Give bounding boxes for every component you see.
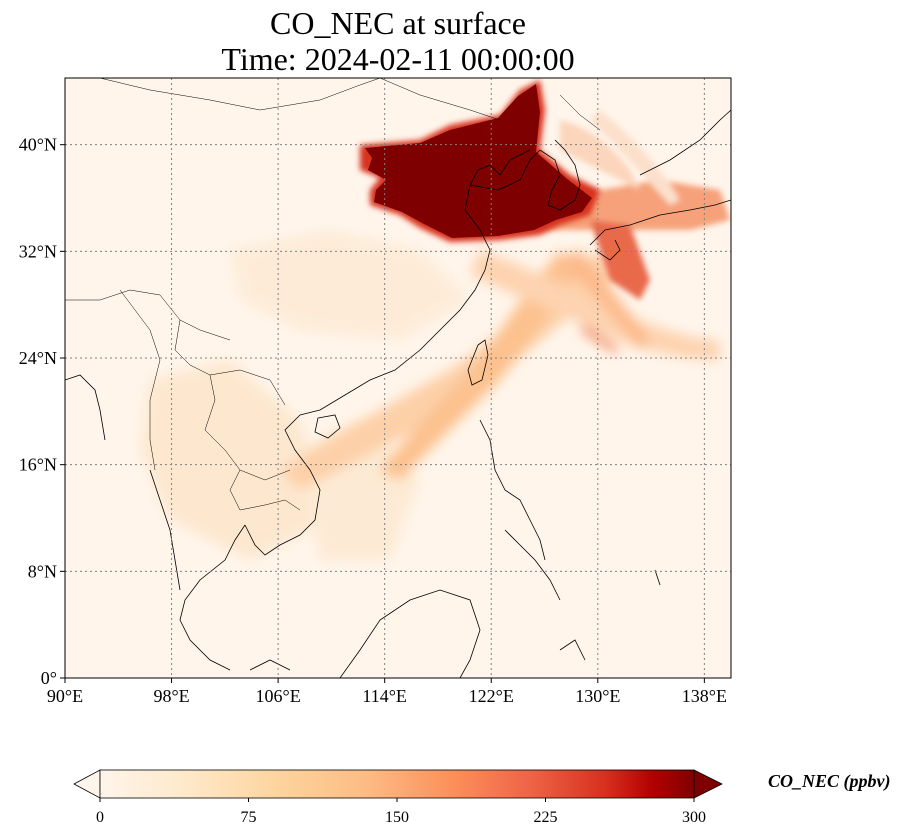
gridlines — [65, 78, 731, 678]
haze-indochina — [140, 360, 330, 560]
colorbar: 0 75 150 225 300 — [73, 769, 723, 826]
plume-spot-east — [580, 325, 620, 355]
lon-tick-label: 138°E — [682, 686, 727, 706]
plume-core-north-china — [365, 84, 592, 238]
lon-tick-label: 114°E — [362, 686, 407, 706]
colorbar-tick-label: 300 — [682, 809, 706, 826]
plume-kyushu — [590, 220, 650, 300]
colorbar-tick-label: 75 — [241, 809, 257, 826]
plume-korea-north — [560, 120, 640, 190]
concentration-field — [65, 78, 731, 678]
lat-tick-label: 8°N — [28, 561, 57, 581]
lat-tick-label: 40°N — [19, 135, 57, 155]
plume-tail-northeast — [590, 110, 680, 205]
lon-tick-label: 90°E — [47, 686, 83, 706]
lat-tick-label: 32°N — [19, 241, 57, 261]
plume-band-taiwan-strait — [380, 250, 580, 480]
plot-title: CO_NEC at surface — [270, 5, 526, 41]
colorbar-extend-low — [73, 769, 101, 799]
longitude-axis: 90°E 98°E 106°E 114°E 122°E 130°E 138°E — [47, 678, 727, 706]
lat-tick-label: 0° — [41, 668, 57, 688]
lon-tick-label: 122°E — [469, 686, 514, 706]
lon-tick-label: 106°E — [256, 686, 301, 706]
plume-band-pacific — [470, 250, 720, 360]
coastlines — [65, 109, 731, 678]
haze-central-china — [230, 230, 470, 340]
colorbar-label: CO_NEC (ppbv) — [768, 771, 891, 791]
lon-tick-label: 98°E — [153, 686, 189, 706]
colorbar-extend-high — [693, 769, 723, 799]
colorbar-gradient — [100, 770, 694, 798]
plume-band-east — [560, 250, 650, 350]
country-borders — [65, 78, 601, 511]
lat-tick-label: 24°N — [19, 348, 57, 368]
lon-tick-label: 130°E — [575, 686, 620, 706]
colorbar-ticks: 0 75 150 225 300 — [96, 798, 706, 826]
colorbar-tick-label: 0 — [96, 809, 104, 826]
map-frame — [64, 77, 732, 679]
latitude-axis: 0° 8°N 16°N 24°N 32°N 40°N — [19, 135, 65, 688]
plot-subtitle-time: Time: 2024-02-11 00:00:00 — [221, 41, 575, 77]
lat-tick-label: 16°N — [19, 455, 57, 475]
colorbar-tick-label: 150 — [385, 809, 409, 826]
colorbar-tick-label: 225 — [534, 809, 558, 826]
